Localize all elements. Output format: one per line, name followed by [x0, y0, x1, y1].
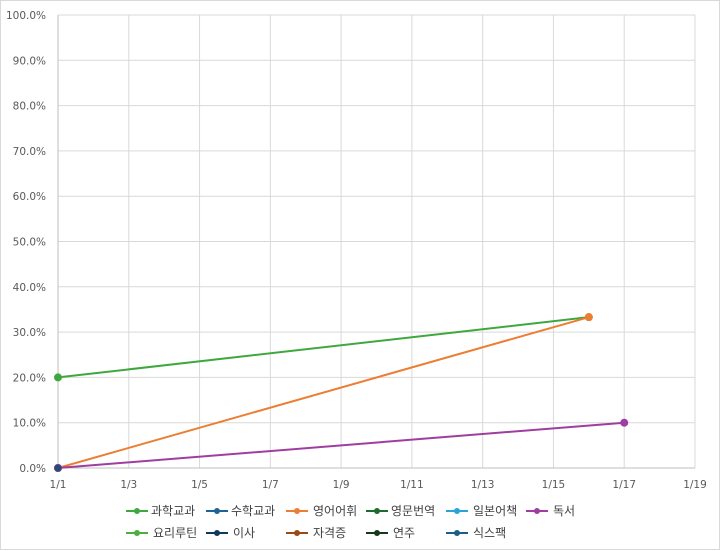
legend-marker — [374, 508, 380, 514]
legend-marker — [454, 508, 460, 514]
y-tick-label: 0.0% — [19, 463, 46, 475]
legend-label: 이사 — [233, 526, 255, 540]
y-tick-label: 90.0% — [13, 55, 46, 67]
y-tick-label: 80.0% — [13, 101, 46, 113]
x-tick-label: 1/17 — [612, 479, 636, 491]
legend-marker — [454, 530, 460, 536]
data-point — [620, 418, 629, 427]
legend-label: 과학교과 — [151, 504, 195, 518]
y-tick-label: 50.0% — [13, 237, 46, 249]
legend-marker — [214, 508, 220, 514]
x-tick-label: 1/3 — [120, 479, 137, 491]
legend-label: 일본어책 — [473, 503, 517, 518]
legend-marker — [534, 508, 540, 514]
legend-label: 수학교과 — [231, 504, 275, 518]
data-point — [54, 464, 62, 472]
y-tick-label: 60.0% — [13, 191, 46, 203]
x-tick-label: 1/7 — [262, 479, 279, 491]
x-tick-label: 1/19 — [683, 479, 707, 491]
legend-label: 영문번역 — [391, 504, 435, 518]
x-tick-label: 1/9 — [333, 479, 350, 491]
legend-marker — [294, 508, 300, 514]
x-tick-label: 1/15 — [542, 479, 566, 491]
y-tick-label: 100.0% — [6, 10, 46, 22]
y-tick-label: 70.0% — [13, 146, 46, 158]
data-point — [54, 373, 62, 382]
data-point — [584, 313, 593, 322]
legend-marker — [214, 530, 220, 536]
legend-label: 식스팩 — [473, 526, 506, 540]
x-tick-label: 1/13 — [471, 479, 495, 491]
y-tick-label: 30.0% — [13, 327, 46, 339]
legend-label: 영어어휘 — [313, 504, 357, 518]
series-line — [57, 316, 589, 379]
x-tick-label: 1/5 — [191, 479, 208, 491]
legend-marker — [294, 530, 300, 536]
legend-label: 자격증 — [313, 526, 346, 540]
y-tick-label: 20.0% — [13, 372, 46, 384]
x-tick-label: 1/11 — [400, 479, 424, 491]
legend-label: 요리루틴 — [153, 526, 197, 540]
x-tick-label: 1/1 — [50, 479, 67, 491]
y-tick-label: 10.0% — [13, 418, 46, 430]
legend-marker — [134, 508, 140, 514]
y-tick-label: 40.0% — [13, 282, 46, 294]
series-line — [57, 421, 625, 469]
legend-marker — [374, 530, 380, 536]
legend-label: 독서 — [553, 504, 575, 518]
series-line — [57, 316, 590, 469]
legend-marker — [134, 530, 140, 536]
legend-label: 연주 — [393, 526, 415, 540]
